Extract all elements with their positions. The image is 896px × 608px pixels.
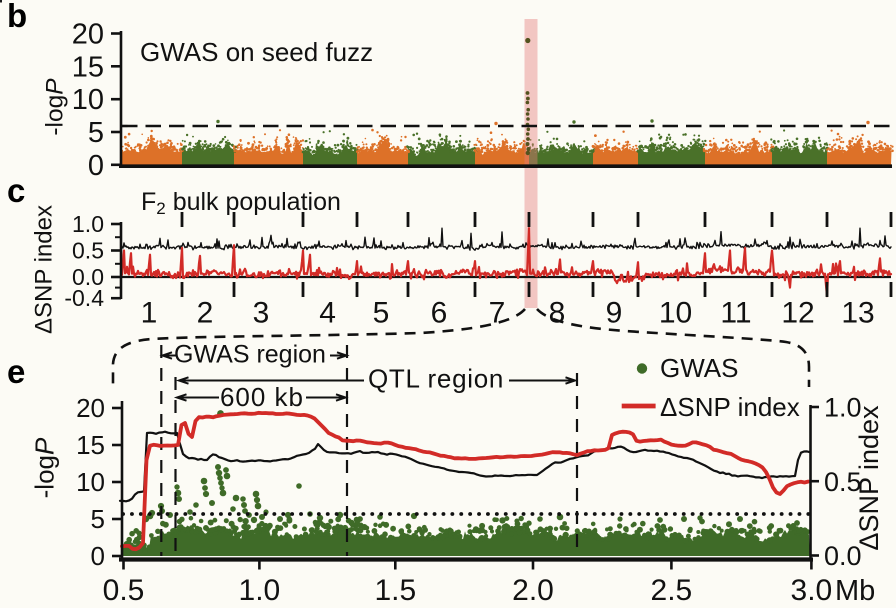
svg-text:0: 0 bbox=[88, 150, 104, 182]
svg-text:600 kb: 600 kb bbox=[220, 382, 304, 412]
svg-text:b: b bbox=[7, 0, 27, 34]
svg-text:5: 5 bbox=[91, 504, 105, 534]
svg-text:Mb: Mb bbox=[835, 575, 875, 607]
svg-text:9: 9 bbox=[606, 297, 623, 330]
svg-text:-logP: -logP bbox=[30, 437, 60, 498]
svg-text:10: 10 bbox=[72, 84, 104, 116]
svg-text:GWAS region: GWAS region bbox=[174, 341, 326, 369]
svg-text:c: c bbox=[7, 172, 25, 209]
svg-text:ΔSNP index: ΔSNP index bbox=[31, 205, 58, 334]
svg-text:0.5: 0.5 bbox=[824, 467, 862, 497]
svg-text:8: 8 bbox=[549, 297, 566, 330]
svg-text:-0.4: -0.4 bbox=[64, 285, 104, 311]
svg-text:15: 15 bbox=[76, 430, 105, 460]
svg-text:10: 10 bbox=[659, 297, 692, 330]
svg-text:F2 bulk population: F2 bulk population bbox=[141, 188, 341, 218]
svg-text:6: 6 bbox=[431, 297, 448, 330]
svg-text:1.0: 1.0 bbox=[824, 393, 862, 423]
svg-text:0: 0 bbox=[91, 541, 105, 571]
svg-text:1.0: 1.0 bbox=[239, 574, 281, 607]
svg-text:20: 20 bbox=[72, 19, 104, 51]
svg-text:2.5: 2.5 bbox=[651, 574, 693, 607]
svg-text:7: 7 bbox=[489, 297, 506, 330]
svg-text:GWAS: GWAS bbox=[660, 353, 738, 383]
svg-text:GWAS on seed fuzz: GWAS on seed fuzz bbox=[140, 37, 373, 67]
svg-text:0.5: 0.5 bbox=[72, 238, 104, 264]
svg-text:3.0: 3.0 bbox=[791, 574, 833, 607]
svg-text:0.0: 0.0 bbox=[72, 264, 104, 290]
svg-text:0.0: 0.0 bbox=[824, 541, 862, 571]
svg-text:1.5: 1.5 bbox=[374, 574, 416, 607]
svg-text:3: 3 bbox=[253, 297, 270, 330]
svg-text:15: 15 bbox=[72, 51, 104, 83]
svg-text:10: 10 bbox=[76, 467, 105, 497]
svg-text:4: 4 bbox=[319, 297, 336, 330]
svg-text:ΔSNP index: ΔSNP index bbox=[660, 392, 800, 422]
svg-text:0.5: 0.5 bbox=[103, 574, 145, 607]
svg-text:2.0: 2.0 bbox=[512, 574, 554, 607]
svg-text:2: 2 bbox=[197, 297, 214, 330]
svg-text:11: 11 bbox=[720, 297, 751, 330]
svg-text:-logP: -logP bbox=[42, 78, 69, 136]
svg-text:1: 1 bbox=[141, 297, 158, 330]
svg-text:5: 5 bbox=[88, 117, 104, 149]
svg-text:QTL region: QTL region bbox=[368, 364, 504, 394]
svg-text:12: 12 bbox=[781, 297, 814, 330]
svg-text:e: e bbox=[7, 353, 25, 390]
svg-text:20: 20 bbox=[76, 393, 105, 423]
svg-text:13: 13 bbox=[841, 297, 874, 330]
svg-text:ΔSNP index: ΔSNP index bbox=[854, 405, 884, 551]
svg-text:5: 5 bbox=[373, 297, 390, 330]
svg-text:1.0: 1.0 bbox=[72, 211, 104, 237]
